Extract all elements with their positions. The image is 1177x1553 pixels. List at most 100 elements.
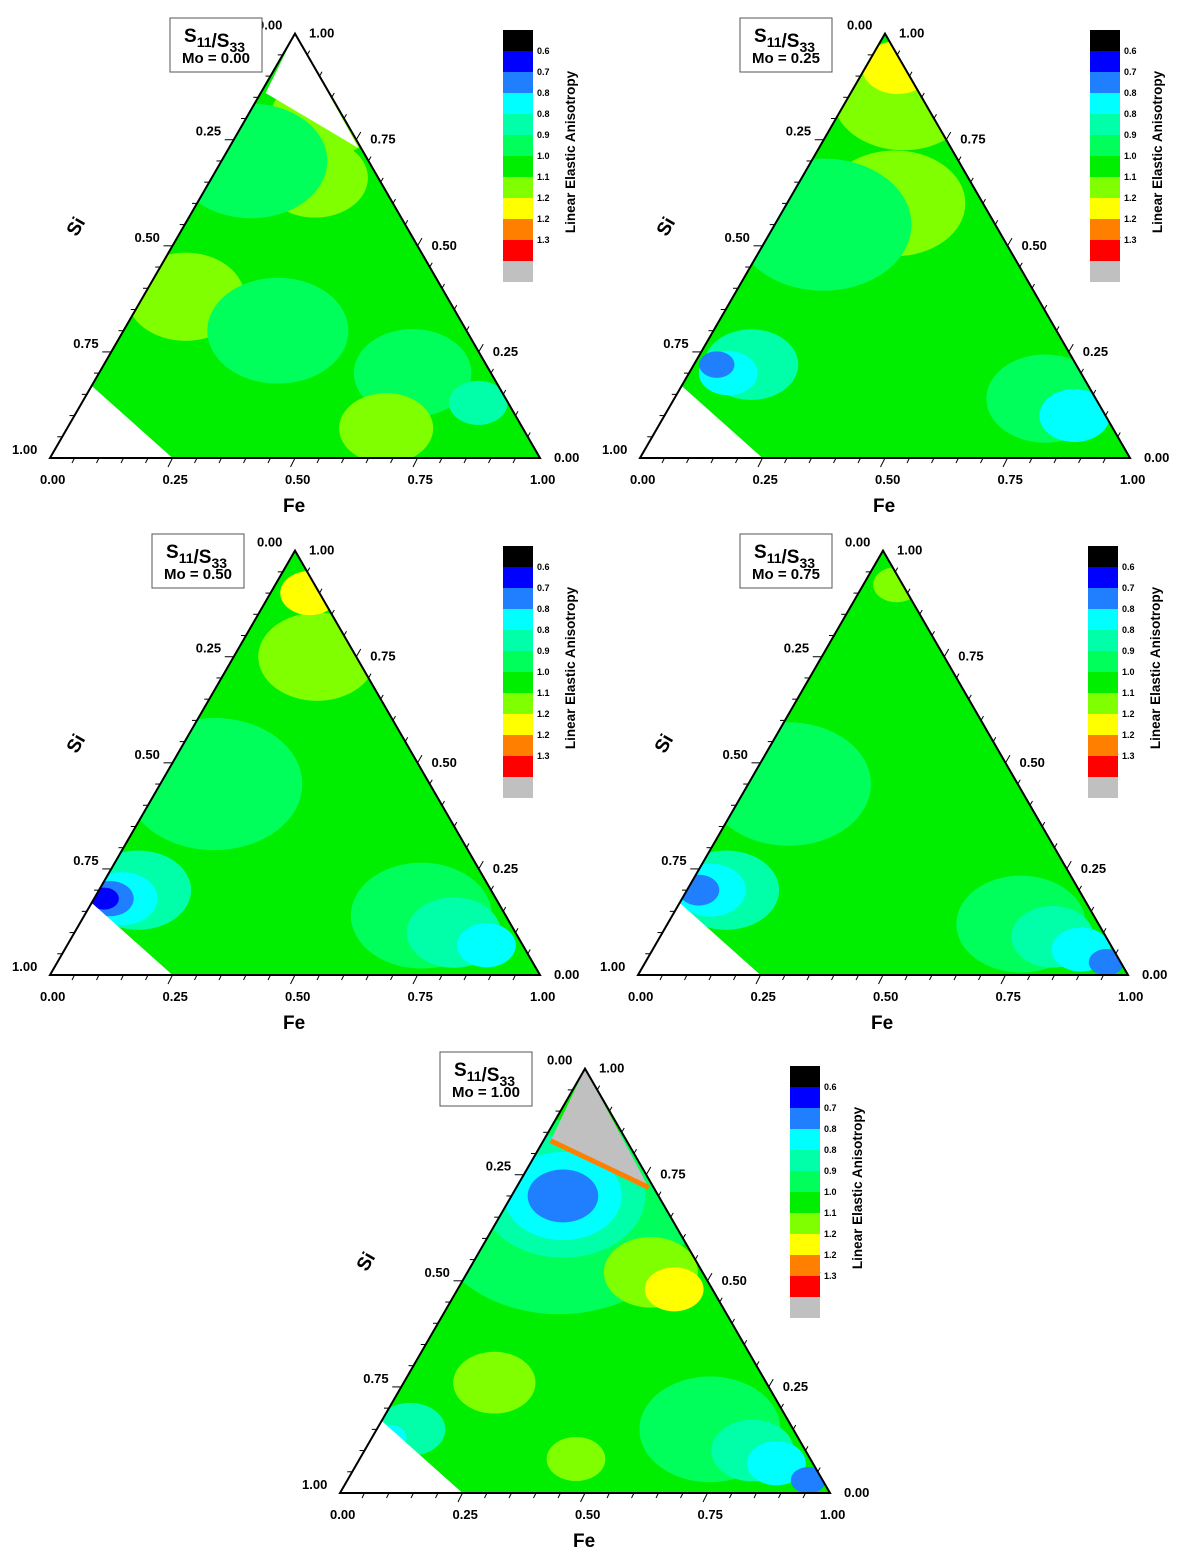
- tick-mark: [404, 220, 409, 225]
- tick-mark: [956, 673, 960, 679]
- colorbar-swatch: [790, 1255, 820, 1276]
- tick-mark: [955, 457, 959, 464]
- colorbar-swatch: [503, 72, 533, 93]
- colorbar-label: 0.8: [1124, 88, 1137, 98]
- tick-mark: [780, 1403, 784, 1409]
- colorbar-label: 0.8: [824, 1145, 837, 1155]
- tick-mark: [907, 588, 911, 594]
- colorbar-swatch: [790, 1108, 820, 1129]
- colorbar-title: Linear Elastic Anisotropy: [563, 586, 578, 749]
- colorbar-swatch: [1088, 588, 1118, 609]
- colorbar-label: 0.9: [824, 1166, 837, 1176]
- colorbar-swatch: [503, 588, 533, 609]
- tick-label-cr: 1.00: [897, 543, 922, 558]
- tick-mark: [929, 974, 933, 981]
- colorbar-label: 0.9: [1122, 646, 1135, 656]
- tick-mark: [515, 411, 519, 416]
- axis-title-fe: Fe: [871, 1013, 893, 1034]
- tick-label-fe: 0.00: [630, 472, 655, 487]
- colorbar-swatch: [1088, 567, 1118, 588]
- tick-label-si: 0.75: [73, 336, 98, 351]
- tick-mark: [194, 457, 198, 464]
- colorbar-swatch: [1090, 93, 1120, 114]
- tick-mark: [831, 974, 835, 981]
- tick-mark: [702, 1492, 708, 1503]
- colorbar-swatch: [1088, 693, 1118, 714]
- tick-mark: [533, 1492, 537, 1499]
- tick-mark: [319, 71, 323, 77]
- tick-mark: [1103, 928, 1107, 933]
- colorbar-swatch: [790, 1234, 820, 1255]
- colorbar-label: 1.2: [1122, 730, 1135, 740]
- contour-region: [258, 612, 376, 701]
- colorbar-label: 0.7: [537, 583, 550, 593]
- tick-mark: [953, 974, 957, 981]
- tick-label-fe: 0.50: [873, 989, 898, 1004]
- tick-mark: [931, 457, 935, 464]
- tick-mark: [817, 1467, 821, 1473]
- tick-mark: [368, 673, 372, 679]
- tick-label-fe: 0.75: [408, 472, 433, 487]
- colorbar-label: 1.2: [1122, 709, 1135, 719]
- tick-label-cr: 1.00: [309, 26, 334, 41]
- tick-label-fe: 0.25: [163, 989, 188, 1004]
- tick-mark: [343, 630, 347, 636]
- tick-mark: [710, 457, 714, 464]
- colorbar-swatch: [790, 1297, 820, 1318]
- ternary-panel-mo075: 0.00 0.25 0.50 0.75 1.00 1.00 0.75 0.50 0.25 0.00…: [600, 533, 1167, 1034]
- tick-mark: [1102, 457, 1106, 464]
- panel-mo-label: Mo = 0.50: [164, 566, 232, 583]
- tick-label-si: 0.25: [786, 124, 811, 139]
- tick-mark: [1017, 779, 1021, 785]
- tick-mark: [404, 737, 409, 742]
- tick-mark: [1053, 457, 1057, 464]
- tick-label-cr: 0.00: [844, 1485, 869, 1500]
- tick-mark: [980, 457, 984, 464]
- tick-label-fe: 1.00: [1120, 472, 1145, 487]
- tick-mark: [994, 220, 999, 225]
- colorbar-label: 0.7: [1124, 67, 1137, 77]
- tick-mark: [120, 974, 124, 981]
- tick-mark: [478, 343, 484, 353]
- tick-mark: [365, 457, 369, 464]
- panel-title-frame: [739, 533, 833, 589]
- tick-label-fe: 0.25: [753, 472, 778, 487]
- tick-mark: [633, 1148, 637, 1154]
- tick-mark: [490, 885, 494, 891]
- tick-mark: [96, 974, 100, 981]
- tick-label-si: 0.75: [661, 853, 686, 868]
- tick-mark: [512, 974, 516, 981]
- tick-mark: [707, 1272, 713, 1282]
- tick-mark: [527, 432, 531, 438]
- panel-title: S11/S33: [454, 1060, 515, 1089]
- tick-label-fe: 0.75: [996, 989, 1021, 1004]
- tick-label-cr: 1.00: [899, 26, 924, 41]
- axis-title-si: Si: [353, 1249, 380, 1275]
- tick-label-cr: 0.00: [554, 967, 579, 982]
- panel-title: S11/S33: [754, 542, 815, 571]
- colorbar-label: 0.9: [1124, 130, 1137, 140]
- colorbar-label: 1.0: [537, 151, 550, 161]
- axis-title-fe: Fe: [283, 496, 305, 517]
- tick-mark: [808, 457, 812, 464]
- tick-label-cr: 0.25: [493, 861, 518, 876]
- contour-region: [873, 566, 921, 603]
- tick-mark: [729, 1492, 733, 1499]
- colorbar-label: 0.8: [1122, 625, 1135, 635]
- colorbar-swatch: [1090, 219, 1120, 240]
- tick-mark: [453, 304, 458, 310]
- tick-mark: [392, 198, 396, 204]
- tick-label-cr: 0.25: [783, 1379, 808, 1394]
- tick-label-si: 0.50: [723, 747, 748, 762]
- tick-mark: [319, 588, 323, 594]
- colorbar-swatch: [1088, 672, 1118, 693]
- tick-mark: [904, 974, 908, 981]
- colorbar-swatch: [503, 240, 533, 261]
- tick-label-cr: 0.25: [1081, 861, 1106, 876]
- contour-region: [699, 351, 735, 378]
- tick-mark: [906, 457, 910, 464]
- tick-label-cr: 0.75: [370, 132, 395, 147]
- tick-mark: [412, 457, 418, 468]
- tick-label-cr: 0.50: [432, 755, 457, 770]
- tick-label-fe: 1.00: [820, 1507, 845, 1522]
